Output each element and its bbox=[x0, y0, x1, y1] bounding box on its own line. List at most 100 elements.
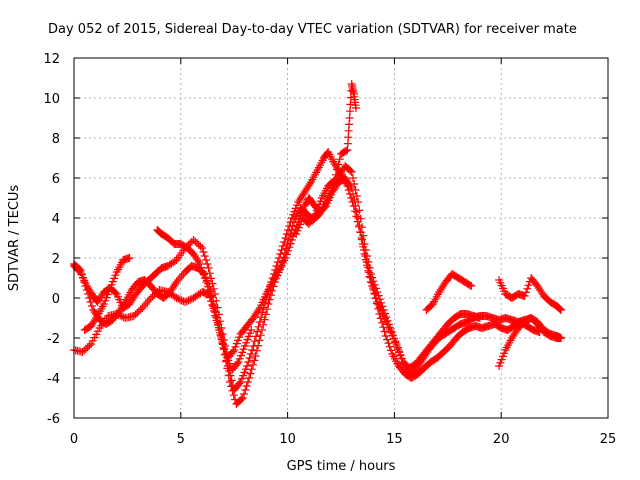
data-point-marker bbox=[258, 308, 267, 317]
data-point-marker bbox=[267, 278, 276, 286]
data-point-marker bbox=[310, 212, 319, 220]
data-point-marker bbox=[268, 286, 277, 295]
data-point-marker bbox=[280, 238, 289, 246]
data-point-marker bbox=[261, 310, 270, 319]
data-point-marker bbox=[247, 326, 256, 334]
data-point-marker bbox=[207, 297, 216, 306]
data-point-marker bbox=[114, 310, 123, 319]
data-point-marker bbox=[348, 198, 357, 206]
data-point-marker bbox=[348, 174, 357, 182]
data-point-marker bbox=[361, 252, 370, 260]
data-point-marker bbox=[385, 342, 394, 351]
data-point-marker bbox=[360, 246, 369, 254]
data-point-marker bbox=[281, 234, 290, 242]
data-point-marker bbox=[84, 290, 93, 298]
data-point-marker bbox=[330, 176, 339, 184]
data-point-marker bbox=[379, 323, 388, 332]
data-point-marker bbox=[350, 180, 359, 188]
data-point-marker bbox=[85, 294, 94, 302]
data-point-marker bbox=[259, 303, 268, 312]
data-point-marker bbox=[377, 298, 386, 307]
data-point-marker bbox=[351, 104, 360, 112]
data-point-marker bbox=[252, 346, 261, 355]
data-point-marker bbox=[352, 212, 361, 221]
data-point-marker bbox=[523, 284, 532, 293]
data-point-marker bbox=[216, 330, 225, 339]
data-point-marker bbox=[382, 313, 391, 322]
data-point-marker bbox=[85, 341, 94, 350]
data-point-marker bbox=[117, 312, 126, 321]
data-point-marker bbox=[268, 274, 277, 282]
y-tick-label: 12 bbox=[43, 52, 60, 67]
data-point-marker bbox=[201, 274, 210, 283]
data-point-marker bbox=[333, 165, 342, 174]
data-point-marker bbox=[255, 318, 264, 326]
x-tick-label: 15 bbox=[386, 432, 403, 447]
y-tick-label: 8 bbox=[52, 132, 60, 147]
data-point-marker bbox=[286, 231, 295, 240]
data-point-marker bbox=[355, 206, 364, 215]
data-point-marker bbox=[344, 186, 353, 194]
data-point-marker bbox=[82, 286, 91, 294]
data-point-marker bbox=[174, 294, 183, 303]
data-point-marker bbox=[263, 305, 272, 314]
data-point-marker bbox=[334, 160, 343, 169]
data-point-marker bbox=[86, 298, 95, 306]
data-point-marker bbox=[375, 310, 384, 318]
data-point-marker bbox=[187, 294, 196, 303]
data-point-marker bbox=[372, 299, 381, 308]
data-point-marker bbox=[343, 182, 352, 190]
data-point-marker bbox=[369, 284, 378, 292]
data-point-marker bbox=[235, 379, 244, 388]
data-point-marker bbox=[219, 340, 228, 349]
data-point-marker bbox=[262, 294, 271, 302]
data-point-marker bbox=[140, 302, 149, 310]
data-point-marker bbox=[387, 327, 396, 336]
data-point-marker bbox=[250, 356, 259, 365]
data-point-marker bbox=[170, 257, 179, 266]
data-point-marker bbox=[378, 302, 387, 311]
data-point-marker bbox=[170, 292, 179, 301]
data-point-marker bbox=[384, 339, 393, 348]
y-axis-label: SDTVAR / TECUs bbox=[7, 185, 22, 292]
data-point-marker bbox=[138, 304, 147, 312]
data-point-marker bbox=[284, 235, 293, 244]
y-tick-label: -4 bbox=[47, 372, 60, 387]
data-point-marker bbox=[205, 269, 214, 278]
data-point-marker bbox=[374, 304, 383, 313]
data-point-marker bbox=[119, 300, 128, 308]
y-tick-label: 10 bbox=[43, 92, 60, 107]
data-point-marker bbox=[370, 289, 379, 298]
data-point-marker bbox=[186, 295, 195, 304]
x-tick-label: 20 bbox=[493, 432, 510, 447]
data-point-marker bbox=[351, 207, 360, 216]
data-point-marker bbox=[136, 305, 145, 314]
data-point-marker bbox=[384, 320, 393, 329]
data-point-marker bbox=[367, 278, 376, 287]
data-point-marker bbox=[347, 194, 356, 202]
y-tick-label: 6 bbox=[52, 172, 60, 187]
data-point-marker bbox=[271, 266, 280, 274]
data-point-marker bbox=[376, 314, 385, 323]
data-point-marker bbox=[354, 222, 363, 231]
data-point-marker bbox=[356, 228, 365, 236]
data-point-marker bbox=[335, 155, 344, 164]
data-point-marker bbox=[250, 337, 259, 346]
plot-frame bbox=[73, 57, 609, 419]
data-point-marker bbox=[342, 146, 351, 155]
data-point-marker bbox=[357, 234, 366, 242]
data-point-marker bbox=[249, 342, 258, 350]
data-point-marker bbox=[153, 287, 162, 296]
data-point-marker bbox=[182, 297, 191, 306]
data-point-marker bbox=[75, 264, 84, 273]
chart-title: Day 052 of 2015, Sidereal Day-to-day VTE… bbox=[48, 22, 577, 37]
data-point-marker bbox=[199, 270, 208, 279]
data-point-marker bbox=[351, 186, 360, 194]
data-point-marker bbox=[557, 306, 566, 314]
data-point-marker bbox=[381, 332, 390, 340]
data-point-marker bbox=[276, 250, 285, 258]
data-point-marker bbox=[349, 202, 358, 210]
data-point-marker bbox=[284, 226, 293, 234]
data-point-marker bbox=[375, 295, 384, 304]
data-point-marker bbox=[251, 352, 260, 360]
